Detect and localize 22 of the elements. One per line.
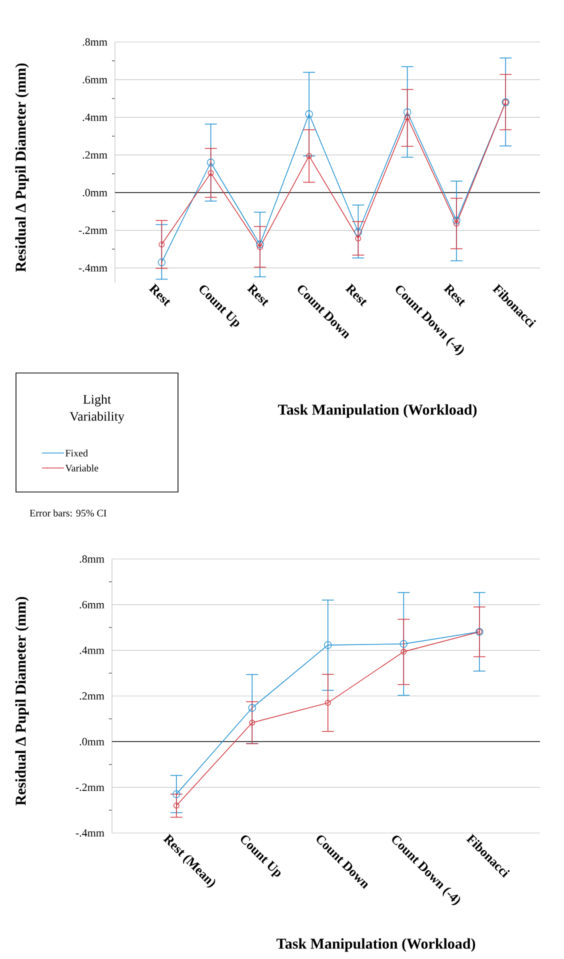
y-tick-label: .4mm — [82, 114, 108, 122]
y-tick-label: .6mm — [82, 76, 108, 84]
y-tick-label: -.2mm — [78, 226, 108, 234]
y-tick-label: -.4mm — [76, 829, 104, 837]
y-tick-label: .2mm — [80, 692, 104, 700]
legend-label: Fixed — [65, 449, 88, 457]
legend-label: Variable — [65, 464, 98, 472]
x-axis-title: Task Manipulation (Workload) — [278, 404, 477, 418]
y-tick-label: .8mm — [82, 38, 108, 46]
y-tick-label: -.2mm — [76, 784, 104, 792]
y-tick-label: .8mm — [80, 555, 104, 563]
y-tick-label: .0mm — [80, 738, 104, 746]
y-tick-label: .4mm — [80, 646, 104, 654]
legend-title: Light Variability — [70, 394, 124, 424]
y-axis-title: Residual Δ Pupil Diameter (mm) — [15, 63, 29, 272]
text: Error bars: 95% CI — [30, 509, 106, 517]
y-axis-title: Residual Δ Pupil Diameter (mm) — [15, 596, 29, 806]
y-tick-label: .2mm — [82, 151, 108, 159]
y-tick-label: -.4mm — [78, 264, 108, 272]
y-tick-label: .0mm — [82, 188, 108, 196]
x-axis-title: Task Manipulation (Workload) — [276, 938, 476, 952]
y-tick-label: .6mm — [80, 600, 104, 608]
